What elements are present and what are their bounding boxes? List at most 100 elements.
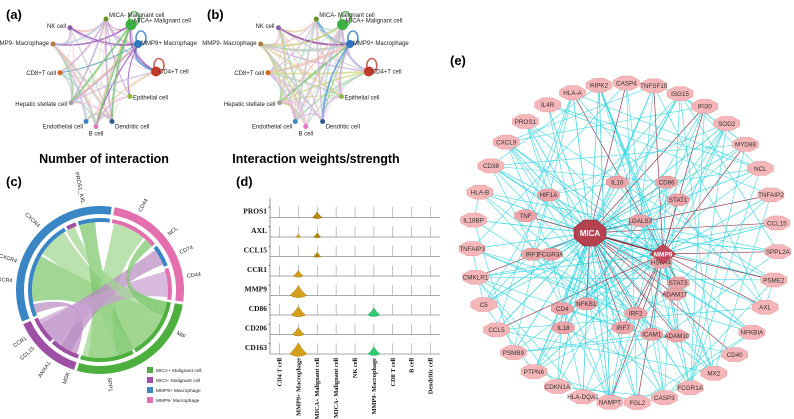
cell-node [345, 40, 354, 48]
interaction-edge [267, 72, 297, 122]
ppi-node-label: TNF [519, 213, 531, 220]
ppi-node-label: CMKLR1 [463, 274, 489, 281]
ppi-inner-node [550, 302, 574, 315]
ppi-edge [506, 141, 664, 255]
ppi-edge [589, 144, 746, 234]
panel-b-caption: Interaction weights/strength [232, 152, 399, 166]
ppi-edge [589, 106, 705, 234]
ppi-node-label: RIPK2 [590, 83, 609, 90]
chord-label: CCR1 [12, 336, 28, 349]
ppi-edge [666, 168, 761, 183]
interaction-edge [59, 72, 131, 97]
ppi-node-label: CD40 [727, 352, 744, 359]
violin-shape [295, 233, 302, 238]
ppi-node-label: TNFAIP3 [459, 246, 485, 253]
ppi-node-label: CD86 [659, 179, 676, 186]
chord-ribbon [38, 271, 168, 344]
ppi-node-label: IFI30 [697, 104, 712, 111]
cell-node-label: B cell [89, 132, 104, 138]
cell-node-label: MICA+ Malignant cell [346, 19, 403, 25]
ppi-node-label: LGALS3 [628, 218, 652, 225]
ppi-outer-node [713, 116, 740, 131]
gene-label: CD206 [245, 324, 267, 333]
ppi-edge [639, 85, 654, 221]
ppi-edge [679, 93, 779, 252]
chord-label: PROS1_AXL [73, 172, 86, 205]
ppi-edge [533, 253, 664, 372]
interaction-edge [52, 27, 72, 46]
interaction-edge [111, 24, 132, 122]
ppi-inner-node [539, 247, 562, 261]
ppi-outer-node [760, 272, 788, 288]
interaction-edge [260, 27, 281, 46]
ppi-edge [635, 313, 714, 374]
ppi-node-label: NFKBIA [741, 330, 765, 337]
cell-node-label: MMP9+ Macrophage [353, 41, 410, 47]
chord-inner-segment [153, 245, 168, 267]
cell-type-label: CD4 T cell [276, 358, 283, 387]
ppi-inner-node [606, 175, 629, 189]
cell-node-label: MMP9+ Macrophage [141, 41, 198, 47]
ppi-edge [490, 165, 667, 183]
interaction-edge [259, 43, 324, 123]
violin-shape [367, 307, 381, 317]
ppi-edge [664, 93, 681, 398]
interaction-edge [105, 18, 131, 97]
ppi-edge [525, 121, 775, 281]
cell-node-label: CD8+T cell [234, 71, 264, 77]
violin-shape [367, 346, 381, 356]
ppi-node-label: HLA-DQA1 [567, 394, 599, 401]
ppi-inner-node [514, 209, 537, 223]
ppi-edge [589, 232, 638, 403]
interaction-edge [59, 24, 132, 74]
chord-ring [16, 205, 184, 374]
chord-ribbons [32, 222, 168, 358]
gene-sup: + [268, 205, 271, 210]
cell-type-label: MICA- Malignant cell [333, 358, 340, 418]
cell-type-label: MICA+ Malignant cell [314, 358, 321, 419]
interaction-edge [95, 96, 131, 127]
gene-label: CCR1 [247, 265, 267, 274]
violin-shape [290, 306, 306, 317]
cell-type-label: CD8 T cell [390, 358, 397, 387]
ppi-node-label: PROS1 [515, 119, 537, 126]
ppi-node-label: HSPA4 [651, 259, 672, 266]
cell-node [103, 16, 109, 22]
ppi-edge [532, 194, 549, 255]
chord-inner-segment [111, 219, 156, 247]
cell-node [93, 124, 99, 129]
ppi-node-label: CDKN1A [545, 384, 571, 391]
ppi-edge [475, 276, 584, 398]
chord-inner-segment [27, 227, 66, 317]
cell-node [109, 119, 115, 124]
ppi-outer-node [751, 299, 779, 315]
ppi-node-label: CCL5 [488, 327, 505, 334]
ppi-edge [679, 93, 746, 145]
ppi-node-label: FCGR1A [677, 385, 703, 392]
chord-inner-segment [51, 340, 79, 359]
ppi-node-label: CASP3 [654, 395, 675, 402]
ppi-edge [677, 123, 727, 200]
ppi-edge [589, 232, 774, 281]
ppi-inner-node [628, 214, 652, 227]
ppi-outer-node [747, 161, 774, 176]
gene-label: CD163 [245, 343, 267, 352]
ppi-outer-node [492, 134, 520, 150]
cell-node-label: NK cell [255, 24, 274, 30]
ppi-edge [533, 371, 638, 403]
ppi-node-label: PSME2 [763, 277, 785, 284]
cell-node [50, 41, 56, 47]
ppi-edge [496, 329, 714, 374]
ppi-node-label: TNFAIP2 [758, 192, 784, 199]
ppi-edge [689, 123, 727, 388]
ppi-node-label: SPPL2A [766, 249, 791, 256]
chord-inner-segment [134, 301, 171, 353]
interaction-edge [95, 71, 157, 127]
ppi-outer-node [721, 347, 748, 362]
ppi-node-label: IL4R [541, 102, 555, 109]
ppi-edge [475, 222, 777, 278]
ppi-edge [562, 308, 624, 329]
violin-shape [293, 270, 304, 278]
